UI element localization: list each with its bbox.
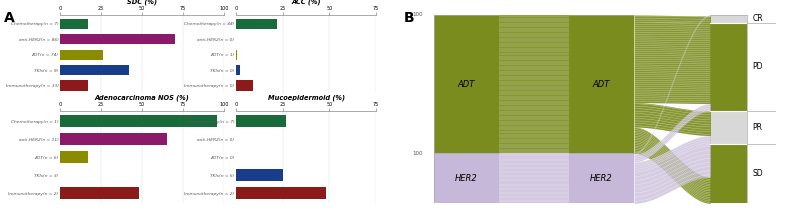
Bar (236, 65, 240, 75)
Bar (60, 116, 218, 127)
Bar (236, 49, 237, 60)
Text: 100: 100 (413, 12, 423, 18)
Title: SDC (%): SDC (%) (127, 0, 157, 4)
Text: PR: PR (752, 123, 762, 132)
Text: CR: CR (752, 14, 763, 23)
Bar (60, 187, 138, 199)
Text: PD: PD (752, 62, 763, 71)
Bar (236, 80, 253, 91)
Text: ADT: ADT (593, 80, 610, 89)
Text: ADT: ADT (458, 80, 475, 89)
Bar (236, 187, 326, 199)
Text: SD: SD (752, 169, 763, 178)
Title: ACC (%): ACC (%) (291, 0, 321, 4)
Title: Mucoepidermoid (%): Mucoepidermoid (%) (267, 94, 345, 101)
Text: A: A (4, 11, 14, 25)
Bar (60, 34, 174, 44)
Bar (60, 134, 166, 145)
Bar (60, 80, 88, 91)
Bar (60, 19, 88, 29)
Bar (60, 152, 88, 163)
Bar (236, 116, 286, 127)
Bar (60, 49, 102, 60)
Bar (60, 65, 129, 75)
Title: Adenocarcinoma NOS (%): Adenocarcinoma NOS (%) (94, 94, 190, 101)
Text: 100: 100 (413, 151, 423, 156)
Text: HER2: HER2 (590, 174, 613, 183)
Bar (236, 169, 282, 181)
Text: HER2: HER2 (455, 174, 478, 183)
Bar (236, 19, 277, 29)
Text: B: B (404, 11, 414, 25)
